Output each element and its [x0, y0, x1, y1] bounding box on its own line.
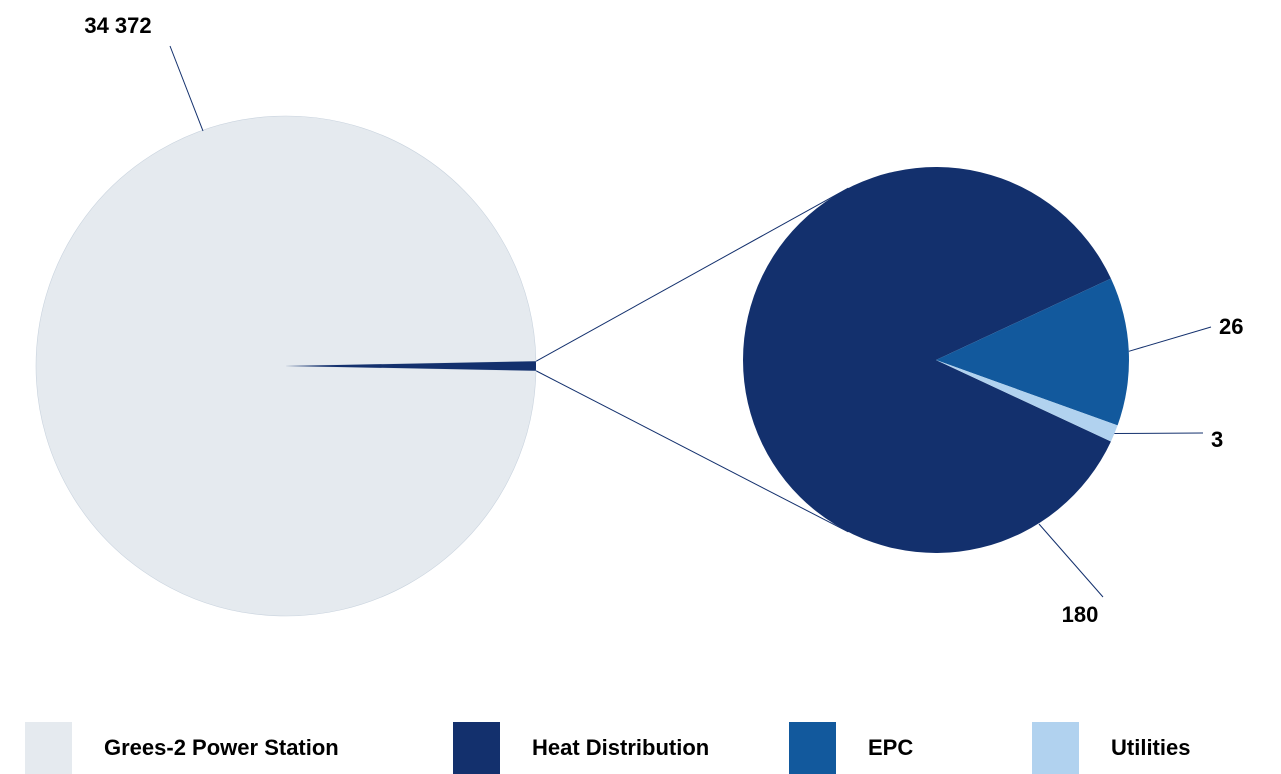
pie-slice-grees-2-power-station — [35, 115, 537, 617]
leader-line-grees-2-power-station — [169, 45, 204, 132]
data-label-grees-2-power-station: 34 372 — [84, 13, 151, 38]
pie-slice-heat-distribution — [742, 166, 1111, 553]
legend: Grees-2 Power Station Heat Distribution … — [0, 722, 1281, 774]
pie-slice-other — [286, 361, 536, 371]
leader-line-heat-distribution — [1038, 523, 1104, 598]
data-label-heat-distribution: 180 — [1062, 602, 1099, 627]
legend-item-utilities: Utilities — [1032, 722, 1190, 774]
connector-line-top — [535, 187, 849, 362]
data-labels: 34 372 26 3 180 — [84, 13, 1243, 627]
leader-line-utilities — [1114, 432, 1204, 435]
pie-slice-utilities — [936, 360, 1118, 442]
legend-label: Grees-2 Power Station — [104, 735, 339, 760]
legend-swatch — [789, 722, 836, 774]
legend-swatch — [453, 722, 500, 774]
main-pie — [35, 115, 537, 617]
secondary-pie — [742, 166, 1129, 553]
legend-label: Heat Distribution — [532, 735, 710, 760]
data-label-epc: 26 — [1219, 314, 1243, 339]
pie-of-pie-chart: 34 372 26 3 180 — [35, 13, 1243, 627]
data-label-utilities: 3 — [1211, 427, 1223, 452]
legend-swatch — [25, 722, 72, 774]
legend-label: Utilities — [1111, 735, 1191, 760]
connector-line-bottom — [535, 370, 849, 533]
connector-lines — [535, 187, 849, 533]
pie-slice-epc — [936, 278, 1129, 426]
legend-item-epc: EPC — [789, 722, 913, 774]
leader-line-epc — [1128, 326, 1212, 352]
legend-label: EPC — [868, 735, 914, 760]
legend-swatch — [1032, 722, 1079, 774]
legend-item-heat-distribution: Heat Distribution — [453, 722, 709, 774]
legend-item-grees-2-power-station: Grees-2 Power Station — [25, 722, 339, 774]
